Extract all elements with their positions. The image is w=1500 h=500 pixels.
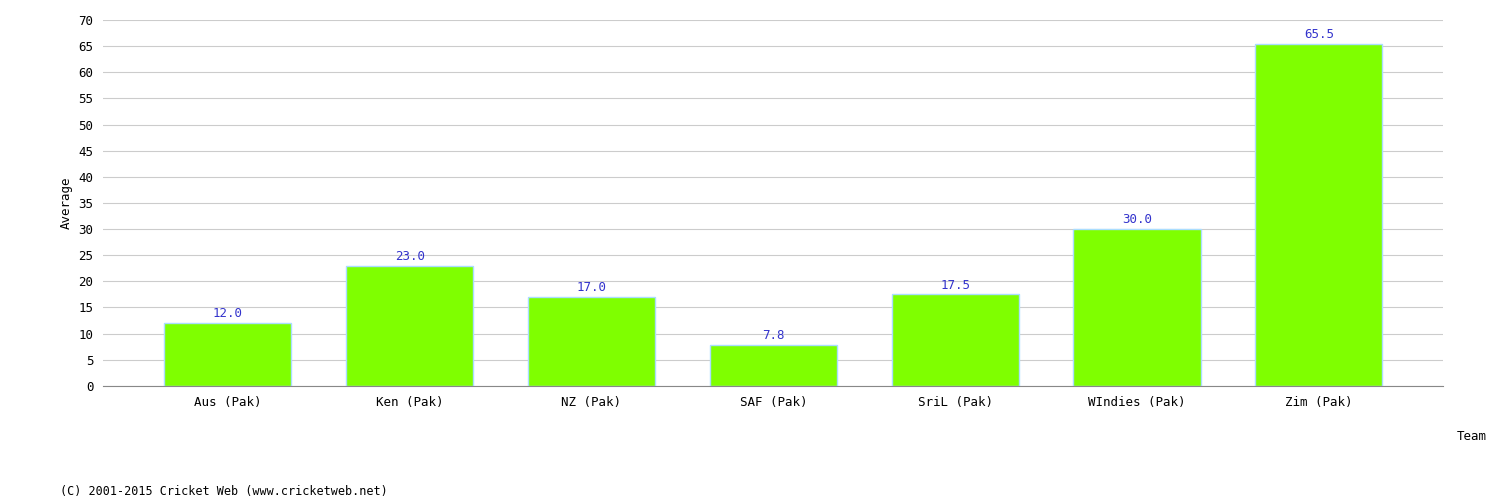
Bar <box>164 323 291 386</box>
Text: 12.0: 12.0 <box>213 308 243 320</box>
Bar <box>891 294 1019 386</box>
Text: 30.0: 30.0 <box>1122 214 1152 226</box>
Bar <box>1256 44 1383 386</box>
Text: Team: Team <box>1456 430 1486 442</box>
Bar <box>1074 229 1200 386</box>
Text: 65.5: 65.5 <box>1304 28 1334 41</box>
Y-axis label: Average: Average <box>60 176 74 229</box>
Text: 17.5: 17.5 <box>940 278 970 291</box>
Text: 17.0: 17.0 <box>576 282 606 294</box>
Text: 23.0: 23.0 <box>394 250 424 263</box>
Bar <box>710 345 837 386</box>
Text: 7.8: 7.8 <box>762 330 784 342</box>
Bar <box>346 266 474 386</box>
Text: (C) 2001-2015 Cricket Web (www.cricketweb.net): (C) 2001-2015 Cricket Web (www.cricketwe… <box>60 485 387 498</box>
Bar <box>528 297 656 386</box>
